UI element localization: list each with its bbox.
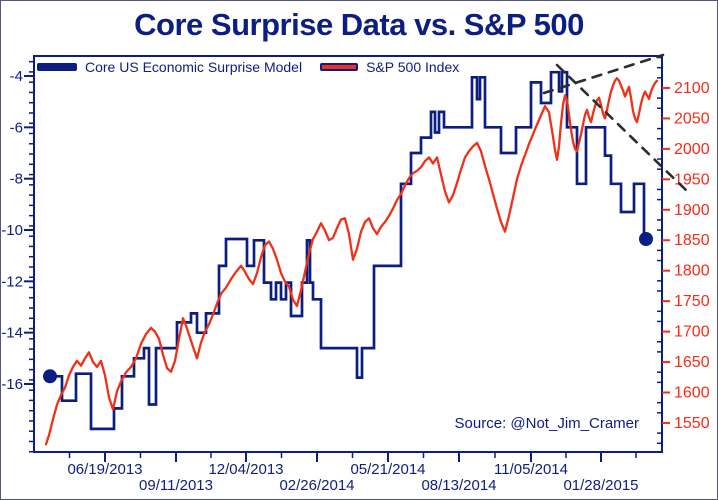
- svg-text:2050: 2050: [674, 110, 710, 127]
- svg-text:2000: 2000: [674, 141, 710, 158]
- svg-text:-10: -10: [1, 222, 23, 239]
- svg-text:2100: 2100: [674, 80, 710, 97]
- svg-text:-6: -6: [10, 119, 23, 136]
- legend-swatch-sp500: [320, 63, 359, 71]
- svg-text:08/13/2014: 08/13/2014: [421, 477, 496, 494]
- legend: Core US Economic Surprise Model S&P 500 …: [37, 59, 477, 75]
- svg-text:-16: -16: [1, 376, 23, 393]
- svg-text:02/26/2014: 02/26/2014: [279, 477, 354, 494]
- svg-text:-12: -12: [1, 273, 23, 290]
- svg-text:1650: 1650: [674, 354, 710, 371]
- chart-title: Core Surprise Data vs. S&P 500: [134, 7, 584, 42]
- svg-text:1850: 1850: [674, 232, 710, 249]
- svg-text:11/05/2014: 11/05/2014: [494, 461, 568, 478]
- svg-text:1550: 1550: [674, 415, 710, 432]
- svg-text:-8: -8: [10, 171, 23, 188]
- svg-text:1750: 1750: [674, 293, 710, 310]
- svg-text:09/11/2013: 09/11/2013: [139, 477, 213, 494]
- source-note: Source: @Not_Jim_Cramer: [454, 415, 639, 432]
- svg-text:12/04/2013: 12/04/2013: [208, 461, 283, 478]
- legend-label-core-model: Core US Economic Surprise Model: [85, 59, 303, 75]
- legend-swatch-core-model: [37, 63, 77, 71]
- svg-text:01/28/2015: 01/28/2015: [563, 477, 638, 494]
- svg-text:-14: -14: [1, 325, 23, 342]
- svg-text:06/19/2013: 06/19/2013: [67, 461, 142, 478]
- svg-text:1600: 1600: [674, 385, 710, 402]
- svg-text:1950: 1950: [674, 171, 710, 188]
- svg-text:05/21/2014: 05/21/2014: [350, 461, 425, 478]
- svg-text:-4: -4: [10, 68, 23, 85]
- svg-text:1800: 1800: [674, 263, 710, 280]
- svg-text:1700: 1700: [674, 324, 710, 341]
- legend-label-sp500: S&P 500 Index: [366, 59, 460, 75]
- svg-text:1900: 1900: [674, 202, 710, 219]
